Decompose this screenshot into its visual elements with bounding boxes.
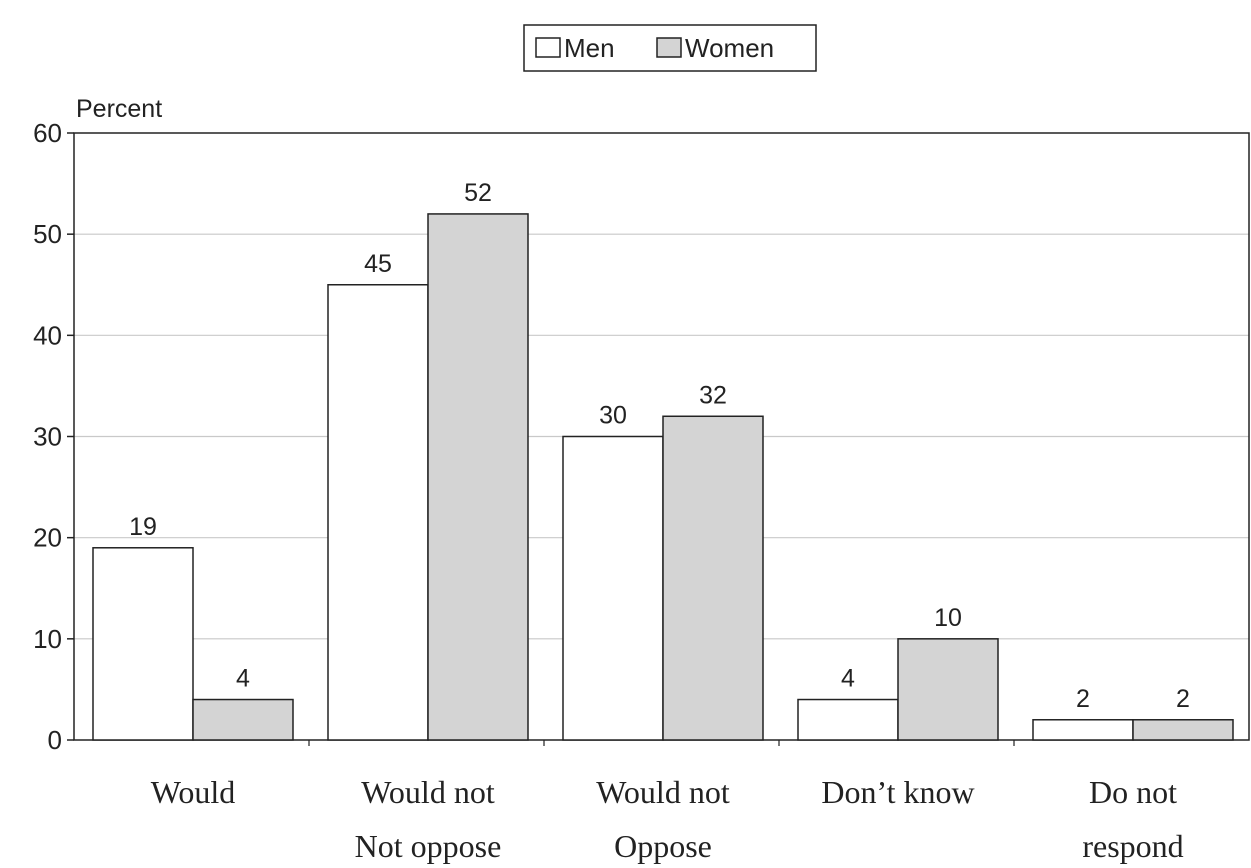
bars — [92, 213, 1234, 741]
data-labels: 19 4 45 52 30 32 4 10 2 2 — [129, 179, 1190, 713]
bar-women — [192, 698, 294, 741]
data-label: 52 — [464, 179, 492, 207]
data-label: 45 — [364, 250, 392, 278]
bar-women — [427, 213, 529, 741]
data-label: 2 — [1176, 685, 1190, 713]
x-category-label: Would not — [596, 774, 730, 810]
x-category-label: Not oppose — [355, 828, 502, 864]
y-tick-label: 0 — [48, 725, 62, 755]
y-axis-ticks: 0 10 20 30 40 50 60 — [33, 118, 74, 755]
x-category-label: Don’t know — [821, 774, 974, 810]
x-category-label: Do not — [1089, 774, 1177, 810]
x-category-label: respond — [1082, 828, 1183, 864]
data-label: 4 — [841, 665, 855, 693]
y-axis-title: Percent — [76, 95, 162, 123]
bar-women — [662, 415, 764, 741]
y-tick-label: 30 — [33, 422, 62, 452]
x-category-label: Would — [151, 774, 236, 810]
bar-men — [92, 547, 194, 741]
y-tick-label: 40 — [33, 320, 62, 350]
bar-men — [327, 284, 429, 741]
bar-women — [1132, 719, 1234, 741]
bar-men — [797, 698, 899, 741]
x-category-label: Would not — [361, 774, 495, 810]
bar-women — [897, 638, 999, 741]
legend-label-men: Men — [564, 33, 615, 63]
legend-swatch-men — [535, 37, 561, 58]
bar-men — [562, 435, 664, 741]
x-category-label: Oppose — [614, 828, 712, 864]
y-tick-label: 50 — [33, 219, 62, 249]
bar-men — [1032, 719, 1134, 741]
data-label: 19 — [129, 513, 157, 541]
data-label: 10 — [934, 604, 962, 632]
data-label: 30 — [599, 402, 627, 430]
y-tick-label: 10 — [33, 624, 62, 654]
data-label: 32 — [699, 381, 727, 409]
data-label: 4 — [236, 665, 250, 693]
legend-label-women: Women — [685, 33, 774, 63]
legend-swatch-women — [656, 37, 682, 58]
data-label: 2 — [1076, 685, 1090, 713]
y-tick-label: 60 — [33, 118, 62, 148]
y-tick-label: 20 — [33, 523, 62, 553]
legend: Men Women — [523, 24, 817, 72]
x-axis-categories: Would Would not Not oppose Would not Oppose D… — [151, 740, 1184, 864]
